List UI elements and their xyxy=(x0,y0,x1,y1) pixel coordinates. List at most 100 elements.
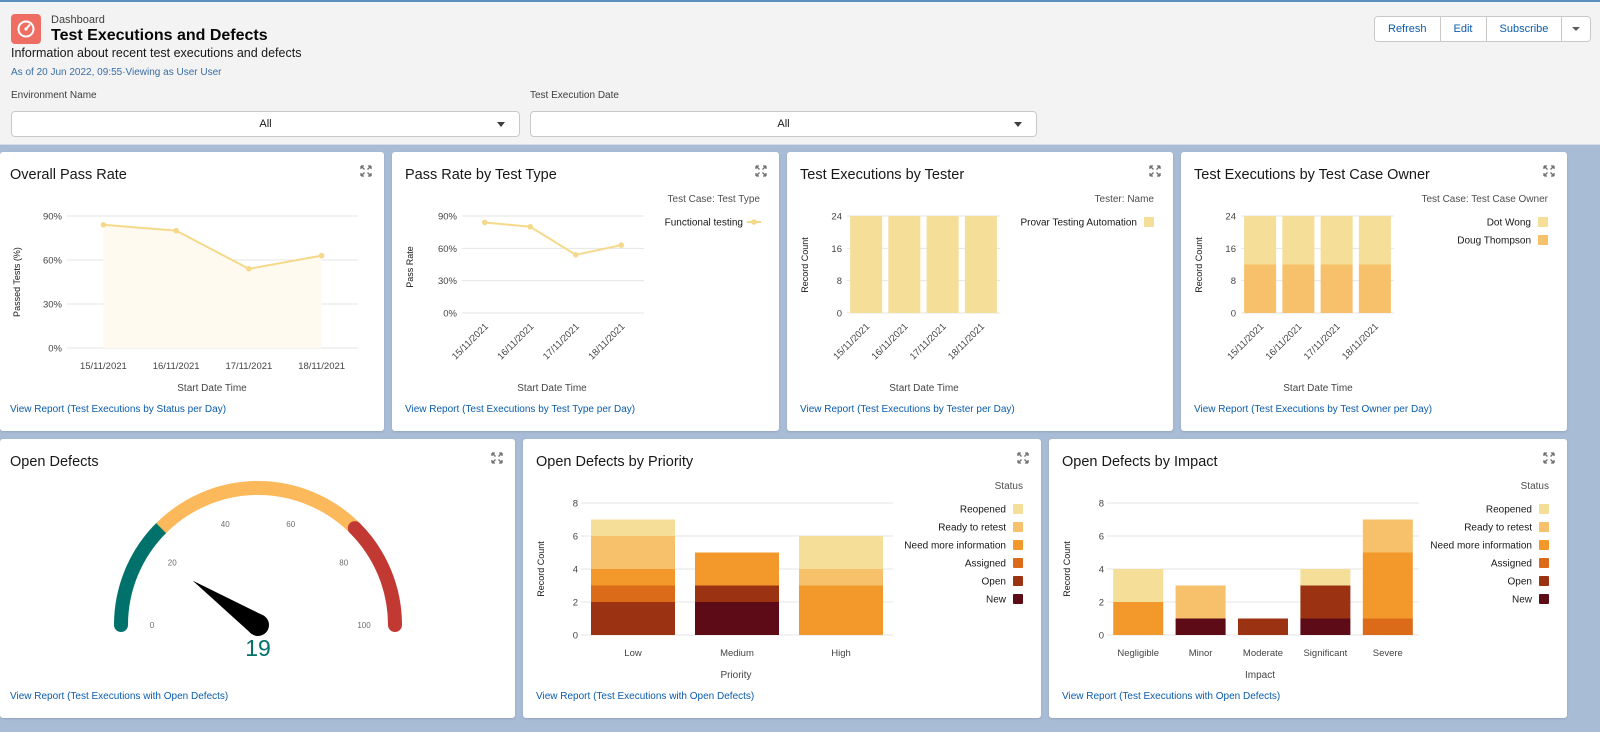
chart-executions-by-tester: 0 8 16 24 15/11/202116/11/202117/11/202118/1… xyxy=(800,194,1154,394)
y-axis-label: Record Count xyxy=(536,541,546,597)
bar-segment xyxy=(591,569,675,586)
card-title: Overall Pass Rate xyxy=(10,167,127,183)
series-line xyxy=(103,223,322,270)
expand-icon[interactable] xyxy=(1017,452,1029,464)
filter-select-environment[interactable]: All xyxy=(11,111,520,137)
bar-segment xyxy=(1358,264,1391,313)
legend-label: Ready to retest xyxy=(938,523,1006,534)
y-tick-label: 16 xyxy=(831,244,842,255)
y-tick-label: 90% xyxy=(438,212,458,223)
edit-button[interactable]: Edit xyxy=(1440,17,1487,41)
page-subtitle: Information about recent test executions… xyxy=(11,46,302,60)
data-point xyxy=(572,252,579,258)
gauge-icon xyxy=(17,20,35,38)
y-tick-label: 2 xyxy=(573,598,578,609)
legend-label: Ready to retest xyxy=(1464,523,1532,534)
expand-icon[interactable] xyxy=(1543,165,1555,177)
view-report-link[interactable]: View Report (Test Executions by Test Typ… xyxy=(405,404,636,415)
filter-value-environment: All xyxy=(259,118,272,130)
y-tick-label: 8 xyxy=(573,499,578,510)
legend-title: Status xyxy=(995,481,1023,492)
bar-segment xyxy=(1282,264,1315,313)
expand-icon[interactable] xyxy=(360,165,372,177)
view-report-link[interactable]: View Report (Test Executions by Tester p… xyxy=(800,404,1015,415)
y-tick-label: 0 xyxy=(573,631,578,642)
x-tick-label: 16/11/2021 xyxy=(153,361,200,372)
y-tick-label: 6 xyxy=(573,532,578,543)
bar-segment xyxy=(1113,569,1164,602)
view-report-link[interactable]: View Report (Test Executions with Open D… xyxy=(1062,691,1281,702)
y-axis-label: Record Count xyxy=(1062,541,1072,597)
view-report-link[interactable]: View Report (Test Executions by Test Own… xyxy=(1194,404,1433,415)
view-report-link[interactable]: View Report (Test Executions by Status p… xyxy=(10,404,227,415)
bar-segment xyxy=(695,585,779,602)
y-tick-label: 24 xyxy=(1225,212,1236,223)
data-point xyxy=(246,266,252,272)
x-tick-label: 16/11/2021 xyxy=(1264,321,1305,362)
y-tick-label: 4 xyxy=(573,565,578,576)
view-report-link[interactable]: View Report (Test Executions with Open D… xyxy=(10,691,229,702)
y-tick-label: 16 xyxy=(1225,244,1236,255)
legend-label: Reopened xyxy=(1486,505,1532,516)
card-executions-by-tester: Test Executions by Tester 0 8 16 24 15/11/20… xyxy=(787,152,1173,431)
card-overall-pass-rate: Overall Pass Rate 0% 30% 60% 90% 15/11/2021 1… xyxy=(0,152,384,431)
subscribe-button[interactable]: Subscribe xyxy=(1486,17,1563,41)
data-point xyxy=(618,242,625,248)
x-axis-label: Start Date Time xyxy=(889,383,959,394)
header-button-group: Refresh Edit Subscribe xyxy=(1374,16,1592,42)
refresh-button[interactable]: Refresh xyxy=(1375,17,1441,41)
view-report-link[interactable]: View Report (Test Executions with Open D… xyxy=(536,691,755,702)
x-axis-label: Priority xyxy=(720,670,751,681)
chart-open-defects-gauge: 0 20 40 60 80 100 19 xyxy=(114,481,402,661)
y-tick-label: 8 xyxy=(837,276,842,287)
filter-label-environment: Environment Name xyxy=(11,90,97,101)
x-tick-label: 16/11/2021 xyxy=(495,321,536,362)
y-axis-label: Record Count xyxy=(800,237,810,293)
legend-swatch xyxy=(1539,594,1549,604)
expand-icon[interactable] xyxy=(1149,165,1161,177)
chart-overall-pass-rate: 0% 30% 60% 90% 15/11/2021 16/11/2021 17/11/202… xyxy=(12,212,358,394)
bar-segment xyxy=(964,216,997,313)
bar-segment xyxy=(1244,264,1277,313)
filter-value-execution-date: All xyxy=(777,118,790,130)
legend-label: Need more information xyxy=(1430,541,1532,552)
bar-segment xyxy=(1320,264,1353,313)
bar-segment xyxy=(591,585,675,602)
gauge-band xyxy=(156,481,360,534)
x-tick-label: 15/11/2021 xyxy=(1225,321,1266,362)
y-axis-label: Pass Rate xyxy=(405,246,415,288)
legend-swatch xyxy=(1539,504,1549,514)
legend-swatch xyxy=(1013,504,1023,514)
filter-select-execution-date[interactable]: All xyxy=(530,111,1037,137)
bar-segment xyxy=(591,536,675,569)
expand-icon[interactable] xyxy=(1543,452,1555,464)
x-tick-label: 18/11/2021 xyxy=(586,321,627,362)
x-tick-label: 15/11/2021 xyxy=(450,321,491,362)
gauge-band xyxy=(114,521,169,632)
x-tick-label: 18/11/2021 xyxy=(946,321,987,362)
bar-segment xyxy=(888,216,921,313)
legend-swatch xyxy=(1539,522,1549,532)
chart-open-defects-by-impact: 0 2 4 6 8 Negligible Minor Moderate Significant S… xyxy=(1062,481,1549,681)
bar-segment xyxy=(1300,585,1351,619)
y-tick-label: 8 xyxy=(1099,499,1104,510)
bar-segment xyxy=(1362,552,1413,619)
legend-title: Test Case: Test Case Owner xyxy=(1421,194,1548,205)
card-open-defects-by-impact: Open Defects by Impact 0 2 4 6 8 Negligible Mi… xyxy=(1049,439,1567,718)
expand-icon[interactable] xyxy=(491,452,503,464)
y-tick-label: 0 xyxy=(1099,631,1104,642)
expand-icon[interactable] xyxy=(755,165,767,177)
area-fill xyxy=(103,224,322,348)
legend-label: Doug Thompson xyxy=(1457,236,1531,247)
y-tick-label: 6 xyxy=(1099,532,1104,543)
gauge-tick-label: 40 xyxy=(221,520,230,529)
chart-executions-by-owner: 0 8 16 24 15/11/202116/11/202117/11/202118/1… xyxy=(1194,194,1549,394)
as-of-text: As of 20 Jun 2022, 09:55·Viewing as User… xyxy=(11,67,222,78)
gauge-tick-label: 20 xyxy=(168,559,177,568)
y-tick-label: 0% xyxy=(48,344,62,355)
x-tick-label: 16/11/2021 xyxy=(870,321,911,362)
more-actions-button[interactable] xyxy=(1562,17,1591,41)
y-tick-label: 60% xyxy=(43,256,63,267)
card-title: Test Executions by Test Case Owner xyxy=(1194,167,1430,183)
legend-swatch xyxy=(1539,576,1549,586)
